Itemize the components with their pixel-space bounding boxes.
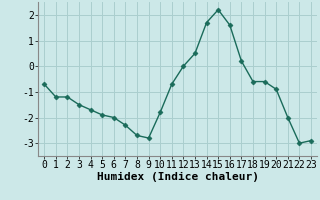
X-axis label: Humidex (Indice chaleur): Humidex (Indice chaleur) (97, 172, 259, 182)
